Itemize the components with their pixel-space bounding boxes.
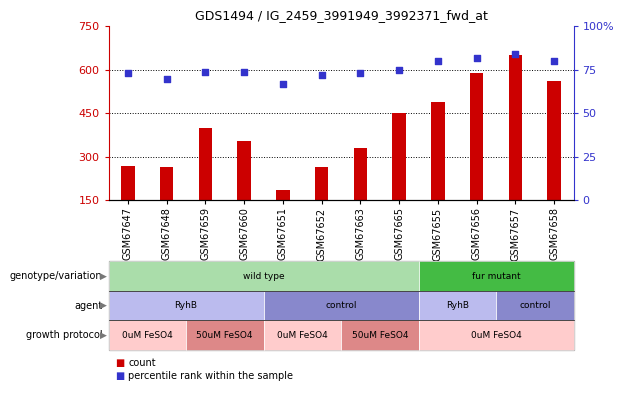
Point bbox=[510, 51, 520, 58]
Text: ▶: ▶ bbox=[100, 301, 107, 310]
Text: 50uM FeSO4: 50uM FeSO4 bbox=[352, 330, 408, 340]
Text: ▶: ▶ bbox=[100, 271, 107, 281]
Point bbox=[239, 68, 249, 75]
Bar bbox=[315, 167, 329, 200]
Bar bbox=[198, 128, 212, 200]
Text: RyhB: RyhB bbox=[446, 301, 469, 310]
Bar bbox=[353, 148, 367, 200]
Text: ■: ■ bbox=[115, 358, 124, 368]
Point bbox=[433, 58, 443, 64]
Text: genotype/variation: genotype/variation bbox=[10, 271, 102, 281]
Text: RyhB: RyhB bbox=[174, 301, 198, 310]
Text: control: control bbox=[326, 301, 356, 310]
Text: fur mutant: fur mutant bbox=[472, 271, 520, 281]
Text: ■: ■ bbox=[115, 371, 124, 381]
Bar bbox=[431, 102, 445, 200]
Point bbox=[123, 70, 133, 77]
Text: 0uM FeSO4: 0uM FeSO4 bbox=[122, 330, 172, 340]
Point bbox=[549, 58, 559, 64]
Text: growth protocol: growth protocol bbox=[25, 330, 102, 340]
Bar bbox=[470, 73, 484, 200]
Text: wild type: wild type bbox=[242, 271, 285, 281]
Point bbox=[278, 81, 288, 87]
Text: percentile rank within the sample: percentile rank within the sample bbox=[128, 371, 293, 381]
Bar bbox=[508, 55, 522, 200]
Text: 0uM FeSO4: 0uM FeSO4 bbox=[277, 330, 327, 340]
Text: ▶: ▶ bbox=[100, 330, 107, 340]
Point bbox=[162, 75, 172, 82]
Point bbox=[355, 70, 365, 77]
Bar bbox=[547, 81, 561, 200]
Bar bbox=[392, 113, 406, 200]
Point bbox=[472, 54, 482, 61]
Point bbox=[200, 68, 210, 75]
Bar bbox=[276, 190, 290, 200]
Text: GDS1494 / IG_2459_3991949_3992371_fwd_at: GDS1494 / IG_2459_3991949_3992371_fwd_at bbox=[195, 9, 487, 22]
Bar bbox=[237, 141, 251, 200]
Bar bbox=[121, 166, 135, 200]
Text: 0uM FeSO4: 0uM FeSO4 bbox=[471, 330, 521, 340]
Text: control: control bbox=[519, 301, 551, 310]
Point bbox=[394, 66, 404, 73]
Point bbox=[317, 72, 327, 78]
Text: 50uM FeSO4: 50uM FeSO4 bbox=[197, 330, 253, 340]
Text: count: count bbox=[128, 358, 156, 368]
Text: agent: agent bbox=[74, 301, 102, 311]
Bar bbox=[160, 167, 174, 200]
